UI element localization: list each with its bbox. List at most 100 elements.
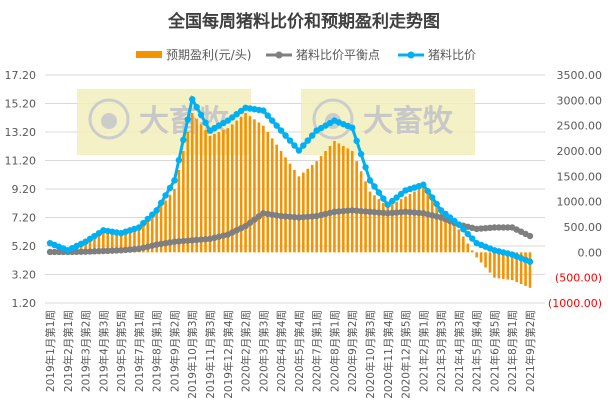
profit-bar: [408, 194, 412, 253]
profit-bar: [204, 130, 207, 253]
price-ratio-point: [455, 221, 463, 228]
breakeven-point: [73, 248, 80, 256]
profit-bar: [395, 201, 398, 253]
legend-label-profit: 预期盈利(元/头): [166, 48, 251, 62]
profit-bar: [439, 211, 443, 253]
price-ratio-point: [304, 137, 311, 144]
profit-bar: [528, 252, 532, 288]
price-ratio-point: [366, 177, 374, 184]
price-ratio-point: [380, 195, 387, 202]
breakeven-point: [491, 224, 498, 231]
profit-bar: [275, 144, 278, 253]
left-tick-label: 13.20: [5, 126, 37, 139]
profit-bar: [93, 236, 96, 253]
profit-bar: [515, 252, 518, 283]
profit-bar: [190, 113, 194, 253]
profit-bar: [177, 170, 181, 253]
profit-bar: [248, 116, 252, 253]
x-tick-label: 2019年8月第1周: [151, 310, 164, 392]
price-ratio-point: [349, 124, 356, 131]
left-tick-label: 9.20: [12, 183, 37, 196]
profit-bar: [119, 234, 123, 253]
profit-bar: [208, 135, 212, 253]
x-tick-label: 2019年12月第4周: [222, 310, 235, 399]
profit-bar: [510, 252, 514, 281]
x-tick-label: 2021年2月第1周: [417, 310, 430, 392]
breakeven-point: [500, 224, 507, 231]
profit-bar: [386, 206, 390, 253]
profit-bar: [230, 124, 234, 253]
x-tick-label: 2019年3月第2周: [80, 310, 93, 392]
profit-bar: [235, 120, 238, 253]
left-tick-label: 17.20: [5, 69, 37, 82]
profit-bar: [368, 191, 372, 253]
x-tick-label: 2019年4月第3周: [97, 310, 110, 392]
profit-bar: [168, 194, 172, 253]
right-axis: (1000.00) (500.00) 0.00 500.00 1000.00 1500.0…: [548, 69, 602, 310]
x-tick-label: 2020年12月第5周: [400, 310, 413, 399]
profit-bar: [399, 199, 403, 253]
x-tick-label: 2020年5月第4周: [293, 310, 306, 392]
profit-bar: [279, 151, 283, 253]
profit-bar: [404, 196, 407, 253]
legend-marker-price-ratio: [407, 51, 415, 59]
left-tick-label: 3.20: [12, 269, 37, 282]
left-tick-label: 1.20: [12, 297, 37, 310]
profit-bar: [142, 225, 145, 253]
right-tick-label: 0.00: [578, 246, 603, 259]
price-ratio-point: [464, 230, 471, 238]
profit-bar: [182, 151, 185, 253]
price-ratio-point: [162, 192, 169, 199]
price-ratio-point: [286, 137, 294, 144]
profit-bar: [350, 151, 354, 253]
price-ratio-point: [193, 103, 200, 111]
left-axis: 1.20 3.20 5.20 7.20 9.20 11.20 13.20 15.20 17.20: [5, 69, 37, 310]
profit-bar: [462, 236, 465, 253]
left-tick-label: 5.20: [12, 240, 37, 253]
profit-bar: [426, 192, 430, 253]
right-tick-label: 2000.00: [557, 145, 603, 158]
profit-bar: [137, 229, 141, 253]
price-ratio-point: [282, 132, 289, 139]
profit-bar: [226, 128, 230, 253]
breakeven-point: [77, 248, 85, 255]
price-ratio-point: [157, 199, 165, 207]
price-ratio-point: [357, 150, 365, 158]
profit-bar: [115, 233, 118, 253]
watermark-logo-icon: [101, 113, 117, 129]
price-ratio-point: [397, 190, 405, 198]
profit-bar: [435, 205, 438, 253]
profit-bar: [519, 252, 523, 284]
price-ratio-point: [202, 119, 209, 126]
price-ratio-point: [237, 107, 245, 115]
price-ratio-point: [353, 137, 360, 145]
price-ratio-point: [273, 122, 280, 129]
profit-bar: [328, 145, 332, 253]
profit-bar: [315, 161, 318, 253]
profit-bar: [146, 220, 150, 253]
x-tick-label: 2020年4月第4周: [275, 310, 288, 392]
x-tick-label: 2019年5月第5周: [115, 310, 128, 392]
profit-bar: [430, 199, 434, 253]
line-series: [46, 95, 534, 265]
profit-bar: [479, 252, 483, 263]
legend-swatch-profit: [136, 51, 162, 58]
left-tick-label: 7.20: [12, 212, 37, 225]
profit-bar: [453, 225, 456, 253]
price-ratio-point: [166, 184, 174, 192]
breakeven-point: [255, 213, 263, 220]
profit-bar: [133, 230, 136, 253]
profit-bar: [102, 231, 105, 253]
x-axis: 2019年1月第1周 2019年2月第1周 2019年3月第2周 2019年4月第3周…: [44, 310, 537, 399]
x-tick-label: 2020年2月第2周: [240, 310, 253, 392]
profit-bar: [382, 202, 385, 253]
legend-marker-breakeven: [275, 51, 283, 59]
price-ratio-point: [420, 181, 427, 188]
breakeven-point: [251, 216, 258, 223]
profit-bar: [417, 189, 421, 253]
left-tick-label: 15.20: [5, 98, 37, 111]
profit-bar: [97, 233, 101, 253]
profit-bar: [373, 195, 376, 253]
breakeven-point: [46, 248, 54, 256]
profit-bar: [257, 122, 261, 253]
